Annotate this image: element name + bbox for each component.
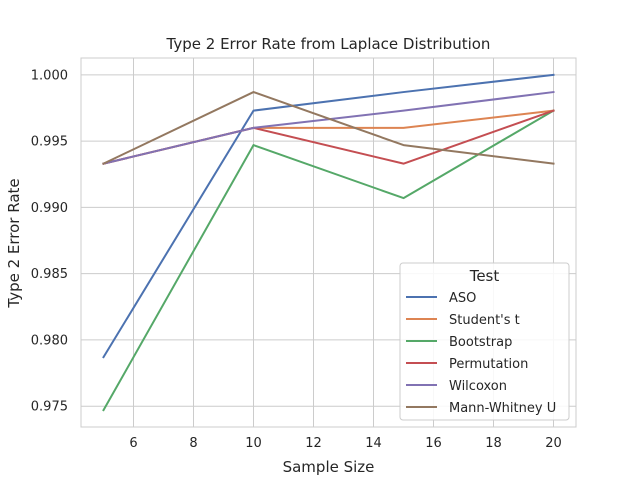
y-tick-label: 1.000 [31, 68, 68, 83]
legend-entry-label: Student's t [449, 313, 520, 328]
legend-entry-label: Bootstrap [449, 335, 512, 350]
x-tick-label: 8 [189, 436, 197, 451]
series-line-aso [102, 73, 555, 359]
legend-entry-label: ASO [449, 291, 476, 306]
legend: Test ASO Student's t Bootstrap Permutation Wi… [399, 262, 570, 421]
legend-box [399, 262, 570, 421]
legend-entry-label: Permutation [449, 357, 528, 372]
legend-entry-label: Wilcoxon [449, 379, 507, 394]
y-tick-label: 0.975 [31, 400, 68, 415]
y-axis-title: Type 2 Error Rate [5, 178, 23, 308]
x-axis-title: Sample Size [283, 458, 375, 476]
legend-title: Test [469, 267, 500, 285]
x-tick-label: 16 [425, 436, 442, 451]
y-tick-label: 0.980 [31, 333, 68, 348]
y-tick-label: 0.995 [31, 135, 68, 150]
x-tick-label: 12 [305, 436, 322, 451]
x-tick-label: 20 [545, 436, 562, 451]
x-tick-label: 6 [129, 436, 137, 451]
x-tick-label: 10 [245, 436, 262, 451]
legend-entry-label: Mann-Whitney U [449, 401, 556, 416]
x-tick-label: 14 [365, 436, 382, 451]
y-tick-label: 0.990 [31, 201, 68, 216]
y-tick-label: 0.985 [31, 267, 68, 282]
series-line-mann-whitney-u [102, 91, 555, 165]
chart-title: Type 2 Error Rate from Laplace Distribut… [166, 35, 491, 53]
x-tick-label: 18 [485, 436, 502, 451]
